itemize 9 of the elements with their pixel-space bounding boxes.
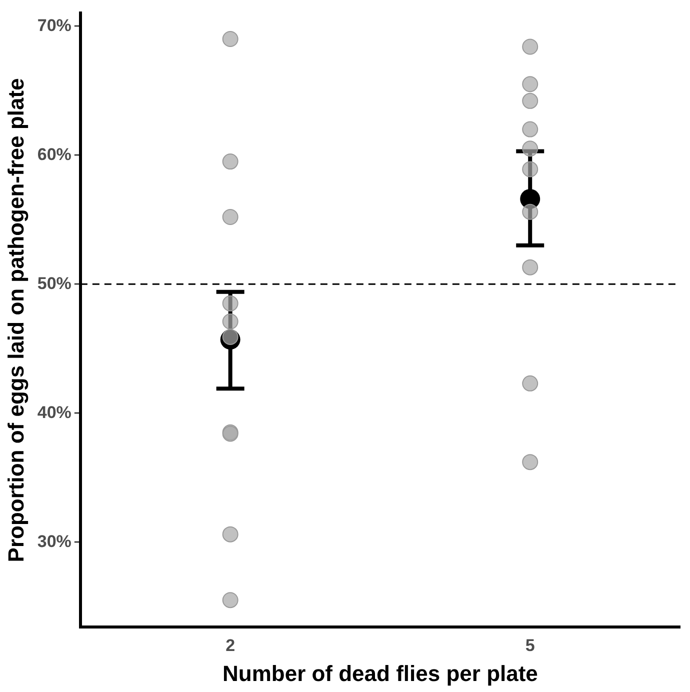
x-tick-label: 5 [525, 636, 535, 656]
y-tick-label: 70% [37, 16, 72, 35]
x-tick-label: 2 [226, 636, 236, 656]
y-tick-label: 50% [37, 274, 72, 293]
x-axis-title: Number of dead flies per plate [222, 660, 538, 686]
y-tick-label: 60% [37, 144, 72, 164]
y-tick-label: 40% [37, 402, 72, 422]
y-tick-label: 30% [37, 532, 72, 551]
y-axis-title: Proportion of eggs laid on pathogen-free plate [3, 78, 28, 562]
